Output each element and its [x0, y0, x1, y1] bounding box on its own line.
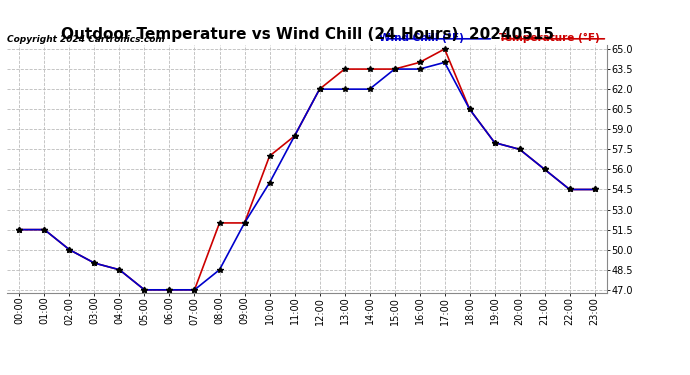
- Text: Temperature (°F): Temperature (°F): [499, 33, 600, 42]
- Title: Outdoor Temperature vs Wind Chill (24 Hours)  20240515: Outdoor Temperature vs Wind Chill (24 Ho…: [61, 27, 553, 42]
- Text: Copyright 2024 Cartronics.com: Copyright 2024 Cartronics.com: [7, 35, 165, 44]
- Text: Wind Chill (°F): Wind Chill (°F): [379, 33, 464, 42]
